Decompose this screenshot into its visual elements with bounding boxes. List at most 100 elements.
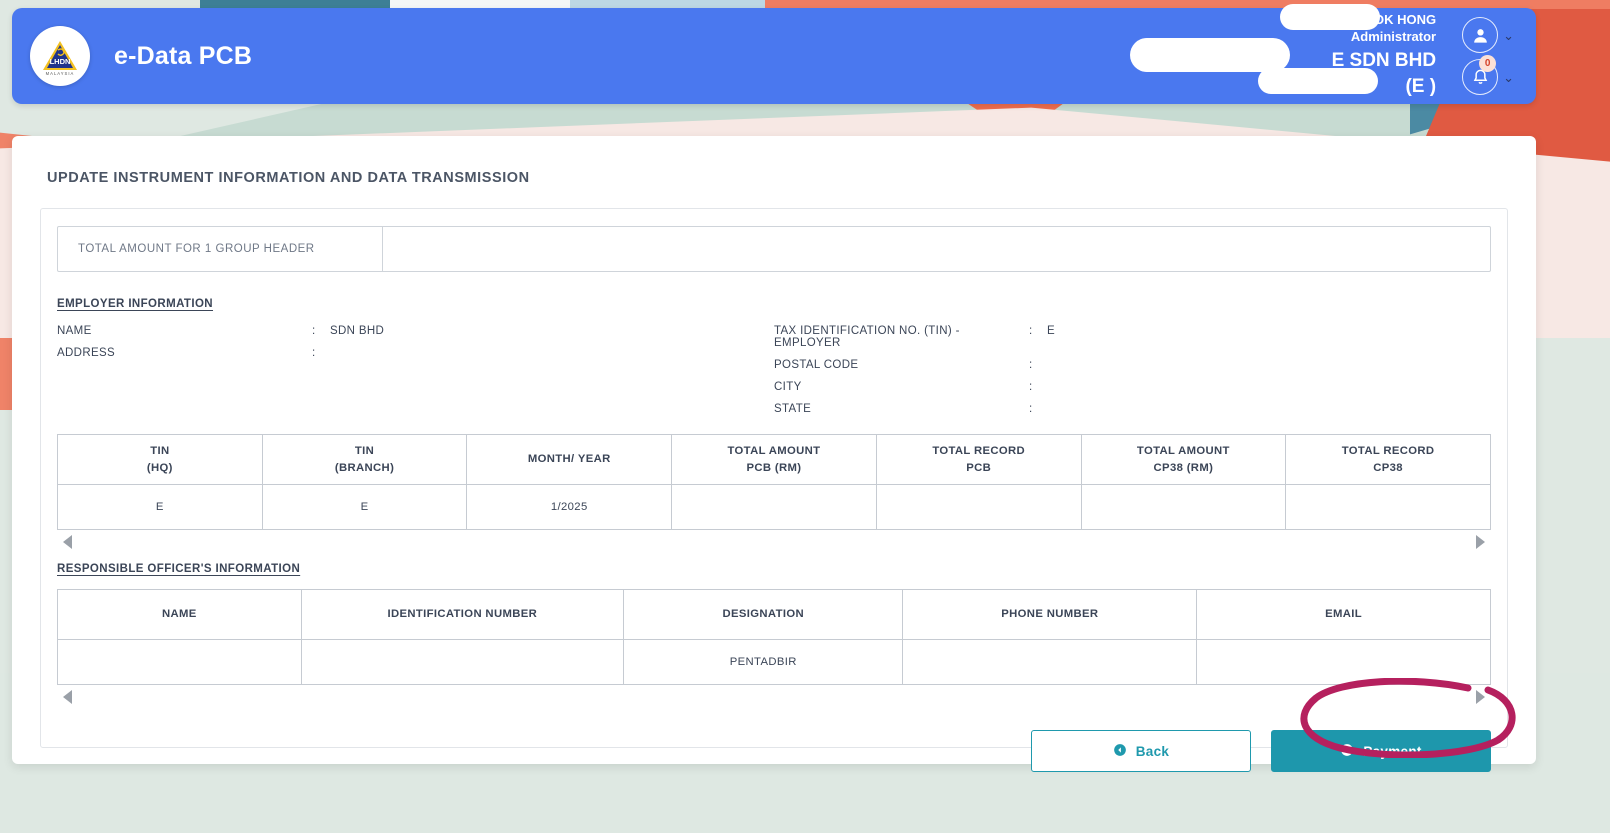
header-line-1: MONTH/ YEAR [527,453,611,466]
info-colon: : [1029,359,1033,371]
officer-section-title: RESPONSIBLE OFFICER'S INFORMATION [57,563,301,575]
info-value: SDN BHD [330,325,385,337]
cell-total-record-cp38 [1285,484,1491,530]
column-header-tin-branch: TIN (BRANCH) [261,434,468,485]
table-header-row: NAME IDENTIFICATION NUMBER DESIGNATION P… [57,589,1491,640]
header-line-1: TOTAL RECORD [932,445,1026,458]
cell-tin-branch: E [261,484,468,530]
cell-officer-designation: PENTADBIR [623,639,904,685]
info-colon: : [312,325,316,337]
main-card: UPDATE INSTRUMENT INFORMATION AND DATA T… [12,136,1536,772]
scroll-right-arrow-icon[interactable] [1476,535,1485,549]
pcb-table-scroll-controls[interactable] [57,530,1491,549]
arrow-right-circle-icon [1340,743,1354,759]
header-line-2: CP38 (RM) [1153,461,1214,474]
lhdn-logo-icon: LHDN MALAYSIA [30,26,90,86]
header-icon-stack: ⌄ 0 ⌄ [1462,17,1514,95]
total-amount-label: TOTAL AMOUNT FOR 1 GROUP HEADER [58,227,383,271]
notification-badge: 0 [1479,55,1497,72]
action-button-row: Back Payment [57,730,1491,772]
info-row: STATE : [774,398,1491,420]
notifications-menu[interactable]: 0 ⌄ [1462,55,1514,95]
svg-text:LHDN: LHDN [50,57,71,66]
column-header-email: EMAIL [1196,589,1491,640]
page-title: UPDATE INSTRUMENT INFORMATION AND DATA T… [47,170,530,186]
cell-officer-phone [902,639,1198,685]
info-colon: : [1029,325,1033,337]
header-line-1: TOTAL AMOUNT [727,445,821,458]
header-line-1: TOTAL AMOUNT [1136,445,1230,458]
app-header: LHDN MALAYSIA e-Data PCB KHOO SIOK HONG … [12,8,1536,104]
total-amount-bar: TOTAL AMOUNT FOR 1 GROUP HEADER [57,226,1491,272]
info-row: TAX IDENTIFICATION NO. (TIN) - EMPLOYER … [774,320,1491,354]
info-key: STATE [774,403,812,415]
svg-text:MALAYSIA: MALAYSIA [46,71,75,76]
cell-total-record-pcb [875,484,1082,530]
info-colon: : [312,347,316,359]
cell-officer-name [57,639,302,685]
scroll-left-arrow-icon[interactable] [63,690,72,704]
pcb-data-table-wrap: TIN (HQ) TIN (BRANCH) MONTH/ YEAR TOT [57,434,1491,549]
column-header-total-record-cp38: TOTAL RECORD CP38 [1285,434,1491,485]
info-value: E [1047,325,1056,337]
bell-icon[interactable]: 0 [1462,55,1499,95]
back-button-label: Back [1135,743,1170,759]
info-key: CITY [774,381,802,393]
payment-button[interactable]: Payment [1271,730,1491,772]
header-line-2: (HQ) [146,461,173,474]
employer-info-right: TAX IDENTIFICATION NO. (TIN) - EMPLOYER … [774,320,1491,420]
bg-strip-white [390,0,570,9]
header-line-1: TOTAL RECORD [1341,445,1435,458]
user-role: Administrator [1350,29,1437,45]
column-header-total-record-pcb: TOTAL RECORD PCB [875,434,1082,485]
bg-strip-teal [200,0,390,9]
header-line-2: (BRANCH) [334,461,395,474]
info-colon: : [1029,381,1033,393]
user-menu[interactable]: ⌄ [1462,17,1514,53]
officer-table-scroll-controls[interactable] [57,685,1491,704]
info-key: NAME [57,325,92,337]
info-colon: : [1029,403,1033,415]
cell-officer-id [300,639,625,685]
table-header-row: TIN (HQ) TIN (BRANCH) MONTH/ YEAR TOT [57,434,1491,485]
column-header-total-amount-cp38: TOTAL AMOUNT CP38 (RM) [1080,434,1287,485]
arrow-left-circle-icon [1113,743,1127,759]
bg-strip-coral [765,0,1610,9]
column-header-tin-hq: TIN (HQ) [57,434,263,485]
column-header-name: NAME [57,589,302,640]
info-row: NAME : SDN BHD [57,320,774,342]
company-tin: (E ) [1405,75,1437,97]
info-row: CITY : [774,376,1491,398]
pcb-data-table: TIN (HQ) TIN (BRANCH) MONTH/ YEAR TOT [57,434,1491,530]
company-name: E SDN BHD [1331,49,1437,71]
column-header-month-year: MONTH/ YEAR [466,434,673,485]
chevron-down-icon[interactable]: ⌄ [1503,69,1514,85]
officer-table-wrap: NAME IDENTIFICATION NUMBER DESIGNATION P… [57,589,1491,704]
cell-officer-email [1196,639,1491,685]
header-right: KHOO SIOK HONG Administrator E SDN BHD (… [1319,8,1536,104]
cell-total-amount-cp38 [1080,484,1287,530]
user-info-block: KHOO SIOK HONG Administrator E SDN BHD (… [1319,11,1436,101]
info-row: POSTAL CODE : [774,354,1491,376]
total-amount-value [383,227,1490,271]
employer-section-title: EMPLOYER INFORMATION [57,298,214,310]
cell-total-amount-pcb [671,484,877,530]
chevron-down-icon[interactable]: ⌄ [1503,27,1514,43]
header-line-2: PCB (RM) [746,461,802,474]
scroll-right-arrow-icon[interactable] [1476,690,1485,704]
scroll-left-arrow-icon[interactable] [63,535,72,549]
info-key: TAX IDENTIFICATION NO. (TIN) - EMPLOYER [774,325,960,349]
header-line-2: PCB [966,461,992,474]
employer-info-left: NAME : SDN BHD ADDRESS : [57,320,774,420]
back-button[interactable]: Back [1031,730,1251,772]
column-header-id-number: IDENTIFICATION NUMBER [300,589,625,640]
brand-area: LHDN MALAYSIA e-Data PCB [12,26,252,86]
table-row[interactable]: PENTADBIR [57,639,1491,685]
table-row[interactable]: E E 1/2025 [57,484,1491,530]
header-line-2: CP38 [1373,461,1403,474]
cell-tin-hq: E [57,484,263,530]
column-header-designation: DESIGNATION [623,589,904,640]
info-key: POSTAL CODE [774,359,859,371]
info-row: ADDRESS : [57,342,774,364]
user-icon[interactable] [1462,17,1499,53]
